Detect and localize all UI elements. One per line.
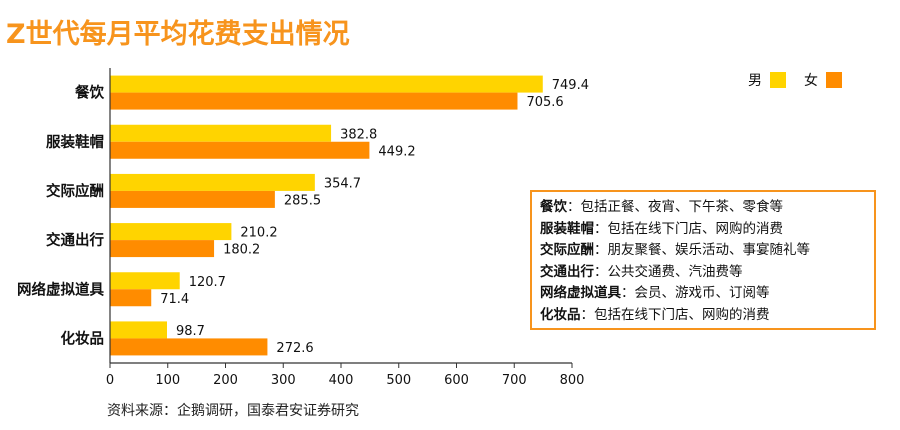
data-label: 285.5 [284,193,321,208]
x-tick-label: 300 [271,373,296,388]
note-desc: ：包括在线下门店、网购的消费 [580,306,770,323]
note-desc: ：会员、游戏币、订阅等 [621,285,770,301]
bar [110,338,268,356]
bar [110,190,275,208]
note-desc: ：公共交通费、汽油费等 [594,263,743,280]
bar [110,240,215,258]
data-label: 449.2 [378,144,415,159]
category-notes-box: 餐饮：包括正餐、夜宵、下午茶、零食等 服装鞋帽：包括在线下门店、网购的消费 交际… [530,190,876,330]
bar [110,289,152,307]
category-label: 服装鞋帽 [46,133,104,151]
data-label: 705.6 [526,95,563,110]
note-term: 餐饮 [540,199,567,215]
note-cosmetics: 化妆品：包括在线下门店、网购的消费 [540,305,866,327]
note-term: 交通出行 [540,263,594,280]
note-term: 化妆品 [540,306,581,323]
x-tick-label: 400 [329,373,354,388]
bar [110,75,543,93]
note-term: 服装鞋帽 [540,220,594,237]
bar [110,223,232,241]
x-tick-label: 800 [560,373,585,388]
data-label: 71.4 [160,292,189,307]
data-label: 749.4 [552,78,589,93]
data-label: 272.6 [276,341,313,356]
bar [110,272,180,290]
source-note: 资料来源：企鹅调研，国泰君安证券研究 [107,403,359,419]
note-desc: ：包括正餐、夜宵、下午茶、零食等 [567,199,783,215]
x-tick-label: 500 [386,373,411,388]
data-label: 354.7 [324,176,361,191]
legend-label-female: 女 [804,73,818,89]
category-label: 交际应酬 [46,182,104,200]
bar [110,92,518,110]
data-label: 98.7 [176,324,205,339]
note-social: 交际应酬：朋友聚餐、娱乐活动、事宴随礼等 [540,240,866,262]
data-label: 180.2 [223,243,260,258]
note-apparel: 服装鞋帽：包括在线下门店、网购的消费 [540,219,866,241]
bar [110,173,315,191]
category-label: 交通出行 [46,231,104,249]
data-label: 210.2 [240,226,277,241]
category-label: 餐饮 [75,84,104,102]
note-transport: 交通出行：公共交通费、汽油费等 [540,262,866,284]
legend: 男 女 [748,70,860,90]
bar [110,141,370,159]
note-dining: 餐饮：包括正餐、夜宵、下午茶、零食等 [540,197,866,219]
note-desc: ：朋友聚餐、娱乐活动、事宴随礼等 [594,242,810,258]
note-virtual-items: 网络虚拟道具：会员、游戏币、订阅等 [540,283,866,305]
chart-title: Z世代每月平均花费支出情况 [6,19,350,50]
category-label: 化妆品 [61,329,105,347]
legend-swatch-female [826,72,842,88]
bar [110,124,332,142]
x-tick-label: 100 [155,373,180,388]
x-tick-label: 700 [502,373,527,388]
x-tick-label: 600 [444,373,469,388]
note-desc: ：包括在线下门店、网购的消费 [594,220,783,237]
note-term: 交际应酬 [540,242,594,258]
note-term: 网络虚拟道具 [540,285,621,301]
category-label: 网络虚拟道具 [17,280,104,298]
x-tick-label: 0 [106,373,114,388]
bar [110,321,167,339]
data-label: 120.7 [189,275,226,290]
legend-swatch-male [770,72,786,88]
x-tick-label: 200 [213,373,238,388]
data-label: 382.8 [340,127,377,142]
legend-label-male: 男 [748,73,762,89]
